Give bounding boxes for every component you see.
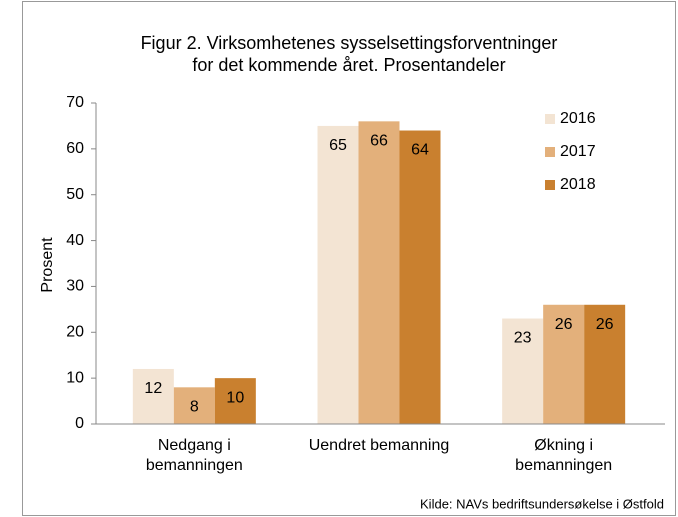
data-label: 26	[596, 316, 614, 333]
bar	[399, 130, 441, 424]
bar	[317, 125, 359, 424]
chart-title: Figur 2. Virksomhetenes sysselsettingsfo…	[140, 33, 558, 75]
bar	[358, 121, 400, 424]
y-tick-label: 50	[66, 186, 84, 203]
bar	[173, 387, 215, 424]
legend-label: 2017	[560, 143, 596, 160]
y-tick-label: 60	[66, 140, 84, 157]
source: Kilde: NAVs bedriftsundersøkelse i Østfo…	[420, 496, 664, 511]
y-tick-label: 40	[66, 232, 84, 249]
data-label: 8	[190, 399, 199, 416]
y-tick-label: 0	[75, 415, 84, 432]
y-tick-label: 70	[66, 94, 84, 111]
y-tick-label: 30	[66, 278, 84, 295]
data-label: 10	[226, 389, 244, 406]
y-tick-label: 10	[66, 369, 84, 386]
data-label: 23	[514, 330, 532, 347]
y-tick-label: 20	[66, 324, 84, 341]
data-label: 66	[370, 133, 388, 150]
data-label: 12	[144, 380, 162, 397]
x-tick-label: Nedgang i bemanningen	[145, 437, 243, 474]
data-label: 64	[411, 142, 429, 159]
legend-swatch	[545, 114, 555, 124]
legend-swatch	[545, 147, 555, 157]
bar	[214, 378, 256, 424]
bar	[543, 304, 585, 424]
bar	[132, 368, 174, 424]
x-tick-label: Økning i bemanningen	[515, 437, 613, 474]
bar	[584, 304, 626, 424]
data-label: 65	[329, 137, 347, 154]
x-tick-label: Uendret bemanning	[308, 437, 450, 454]
bar	[502, 318, 544, 424]
legend-label: 2018	[560, 176, 596, 193]
legend-swatch	[545, 180, 555, 190]
data-label: 26	[555, 316, 573, 333]
legend-label: 2016	[560, 110, 596, 127]
chart-frame	[22, 1, 676, 516]
y-axis-label: Prosent	[39, 237, 56, 293]
